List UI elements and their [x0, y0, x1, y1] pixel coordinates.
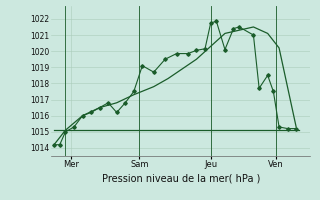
X-axis label: Pression niveau de la mer( hPa ): Pression niveau de la mer( hPa ) [102, 173, 260, 183]
